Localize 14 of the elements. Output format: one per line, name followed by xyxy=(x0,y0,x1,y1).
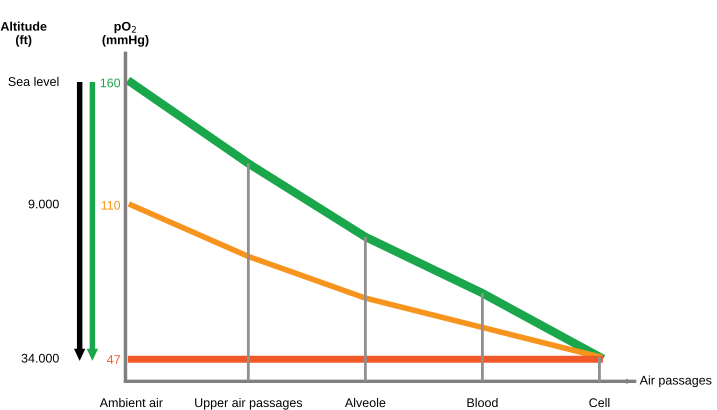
text: 34.000 xyxy=(22,354,59,363)
x-tick-label: Blood xyxy=(467,398,498,408)
x-tick-label: Alveole xyxy=(344,398,386,408)
x-tick-label: Upper air passages xyxy=(195,398,302,410)
x-tick-label: Cell xyxy=(589,398,610,408)
y-tick-label: 47 xyxy=(107,355,120,364)
y-tick-label: 110 xyxy=(102,200,120,210)
y-tick-label: 160 xyxy=(100,78,120,88)
x-tick-label: Ambient air xyxy=(100,398,163,408)
text: Sea level xyxy=(8,76,58,86)
text: Altitude (ft) xyxy=(0,22,46,47)
x-axis-title: Air passages xyxy=(640,375,712,388)
y-axis-title: pO$_{2}$ (mmHg) xyxy=(102,22,148,47)
text: 9.000 xyxy=(28,200,59,208)
